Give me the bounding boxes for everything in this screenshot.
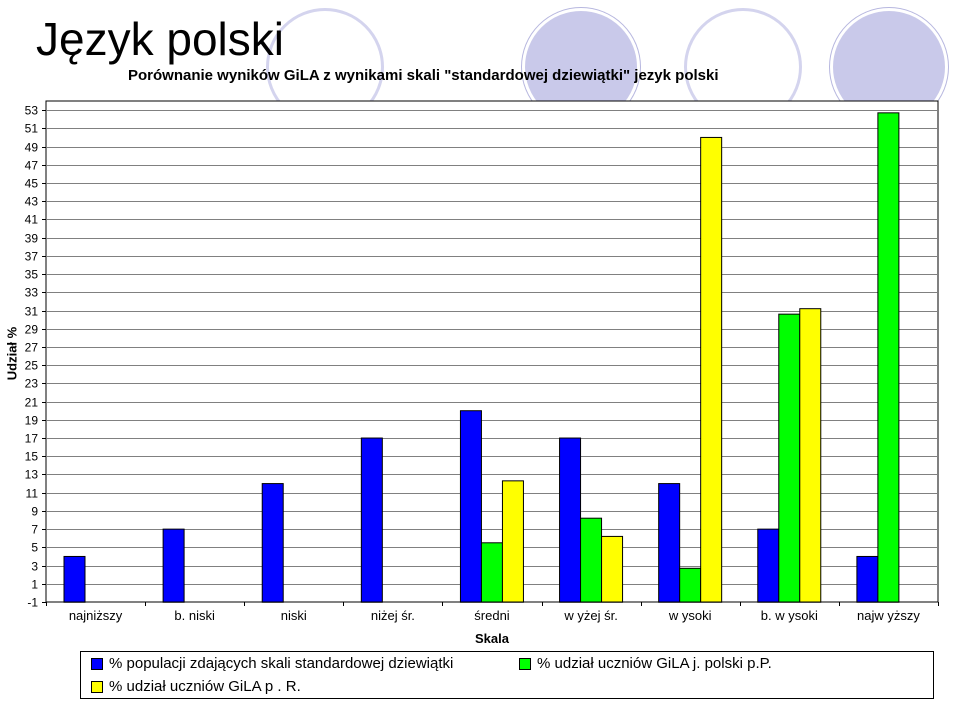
y-tick-label-3: 47 [25,159,39,173]
y-tick-label-6: 41 [25,213,39,227]
chart-title: Porównanie wyników GiLA z wynikami skali… [128,67,719,84]
y-tick-label-16: 21 [25,396,39,410]
bar-s2-5 [580,517,603,603]
legend-swatch-series-3 [91,680,103,693]
y-tick-label-5: 43 [25,195,39,209]
legend-label-series-3: % udział uczniów GiLA p . R. [109,678,301,695]
bar-s1-5 [559,437,582,603]
y-tick-label-0: 53 [25,104,39,118]
bar-s3-5 [601,535,624,603]
bar-s1-2 [261,483,284,603]
y-tick-label-17: 19 [25,414,39,428]
x-tick-label-2: niski [281,608,307,623]
y-tick-label-23: 7 [31,523,38,537]
y-tick-label-20: 13 [25,468,39,482]
y-tick-label-21: 11 [26,487,39,501]
bar-s1-3 [360,437,383,603]
legend-item-series-2: % udział uczniów GiLA j. polski p.P. [519,655,772,672]
x-tick-label-1: b. niski [174,608,215,623]
bar-s3-7 [799,308,822,603]
page-heading: Język polski [36,13,284,65]
bar-s2-4 [480,542,503,603]
bar-s1-0 [63,555,86,603]
y-tick-label-25: 3 [31,560,38,574]
y-tick-label-14: 25 [25,359,39,373]
legend-item-series-3: % udział uczniów GiLA p . R. [91,678,301,695]
y-tick-label-18: 17 [25,432,39,446]
x-tick-label-6: w ysoki [668,608,712,623]
legend-label-series-1: % populacji zdających skali standardowej… [109,655,454,672]
x-tick-label-0: najniższy [69,608,123,623]
y-tick-label-24: 5 [31,541,38,555]
y-tick-label-8: 37 [25,250,39,264]
x-tick-label-4: średni [474,608,510,623]
bar-s1-6 [658,483,681,603]
y-tick-label-26: 1 [31,578,38,592]
x-tick-label-7: b. w ysoki [761,608,818,623]
bar-s1-1 [162,528,185,603]
y-tick-label-13: 27 [25,341,39,355]
y-tick-label-19: 15 [25,450,39,464]
y-tick-label-9: 35 [25,268,39,282]
y-tick-label-1: 51 [25,122,39,136]
legend-swatch-series-2 [519,657,531,670]
y-tick-label-27: -1 [27,596,38,610]
y-tick-label-22: 9 [31,505,38,519]
bar-s3-6 [700,136,723,603]
bar-s1-4 [459,410,482,603]
y-tick-label-11: 31 [25,305,39,319]
y-tick-label-7: 39 [25,232,39,246]
x-tick-label-8: najw yższy [857,608,920,623]
x-tick-label-5: w yżej śr. [563,608,617,623]
y-tick-label-4: 45 [25,177,39,191]
bar-s2-6 [679,567,702,603]
legend-item-series-1: % populacji zdających skali standardowej… [91,655,453,672]
y-tick-label-10: 33 [25,286,39,300]
y-tick-label-12: 29 [25,323,39,337]
y-tick-label-2: 49 [25,141,39,155]
bar-s2-7 [778,313,801,603]
bar-s1-7 [757,528,780,603]
x-axis-label: Skala [475,631,509,646]
chart-legend: % populacji zdających skali standardowej… [80,651,934,699]
bar-s3-4 [501,480,524,603]
y-tick-label-15: 23 [25,377,39,391]
legend-label-series-2: % udział uczniów GiLA j. polski p.P. [537,655,772,672]
bar-s2-8 [877,112,900,603]
legend-swatch-series-1 [91,657,103,670]
bar-s1-8 [856,555,879,603]
x-tick-label-3: niżej śr. [371,608,415,623]
